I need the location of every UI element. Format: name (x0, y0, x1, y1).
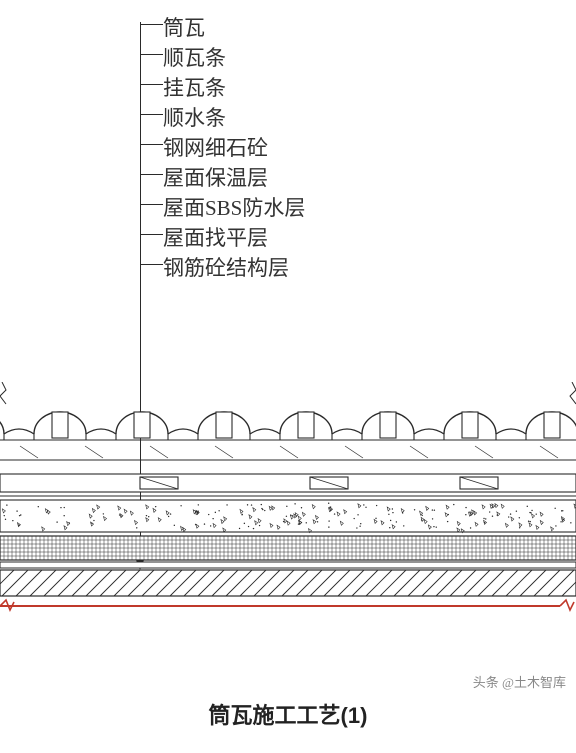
leader-horizontal (140, 144, 163, 145)
layer-label: 屋面保温层 (163, 162, 268, 192)
layer-label: 钢网细石砼 (163, 132, 268, 162)
leader-horizontal (140, 234, 163, 235)
leader-horizontal (140, 54, 163, 55)
layer-label: 顺瓦条 (163, 42, 226, 72)
caption-text: 筒瓦施工工艺(1) (209, 703, 368, 728)
caption: 筒瓦施工工艺(1) (0, 698, 576, 730)
watermark: 头条 @土木智库 (473, 672, 566, 691)
layer-label: 屋面SBS防水层 (163, 192, 305, 222)
leader-horizontal (140, 84, 163, 85)
layer-label: 屋面找平层 (163, 222, 268, 252)
leader-horizontal (140, 114, 163, 115)
layer-label: 钢筋砼结构层 (163, 252, 289, 282)
leader-horizontal (140, 24, 163, 25)
watermark-text: 头条 @土木智库 (473, 675, 566, 690)
layer-label: 顺水条 (163, 102, 226, 132)
leader-horizontal (140, 264, 163, 265)
cross-section (0, 382, 576, 612)
layer-label: 筒瓦 (163, 12, 205, 42)
leader-horizontal (140, 204, 163, 205)
leader-horizontal (140, 174, 163, 175)
layer-label: 挂瓦条 (163, 72, 226, 102)
